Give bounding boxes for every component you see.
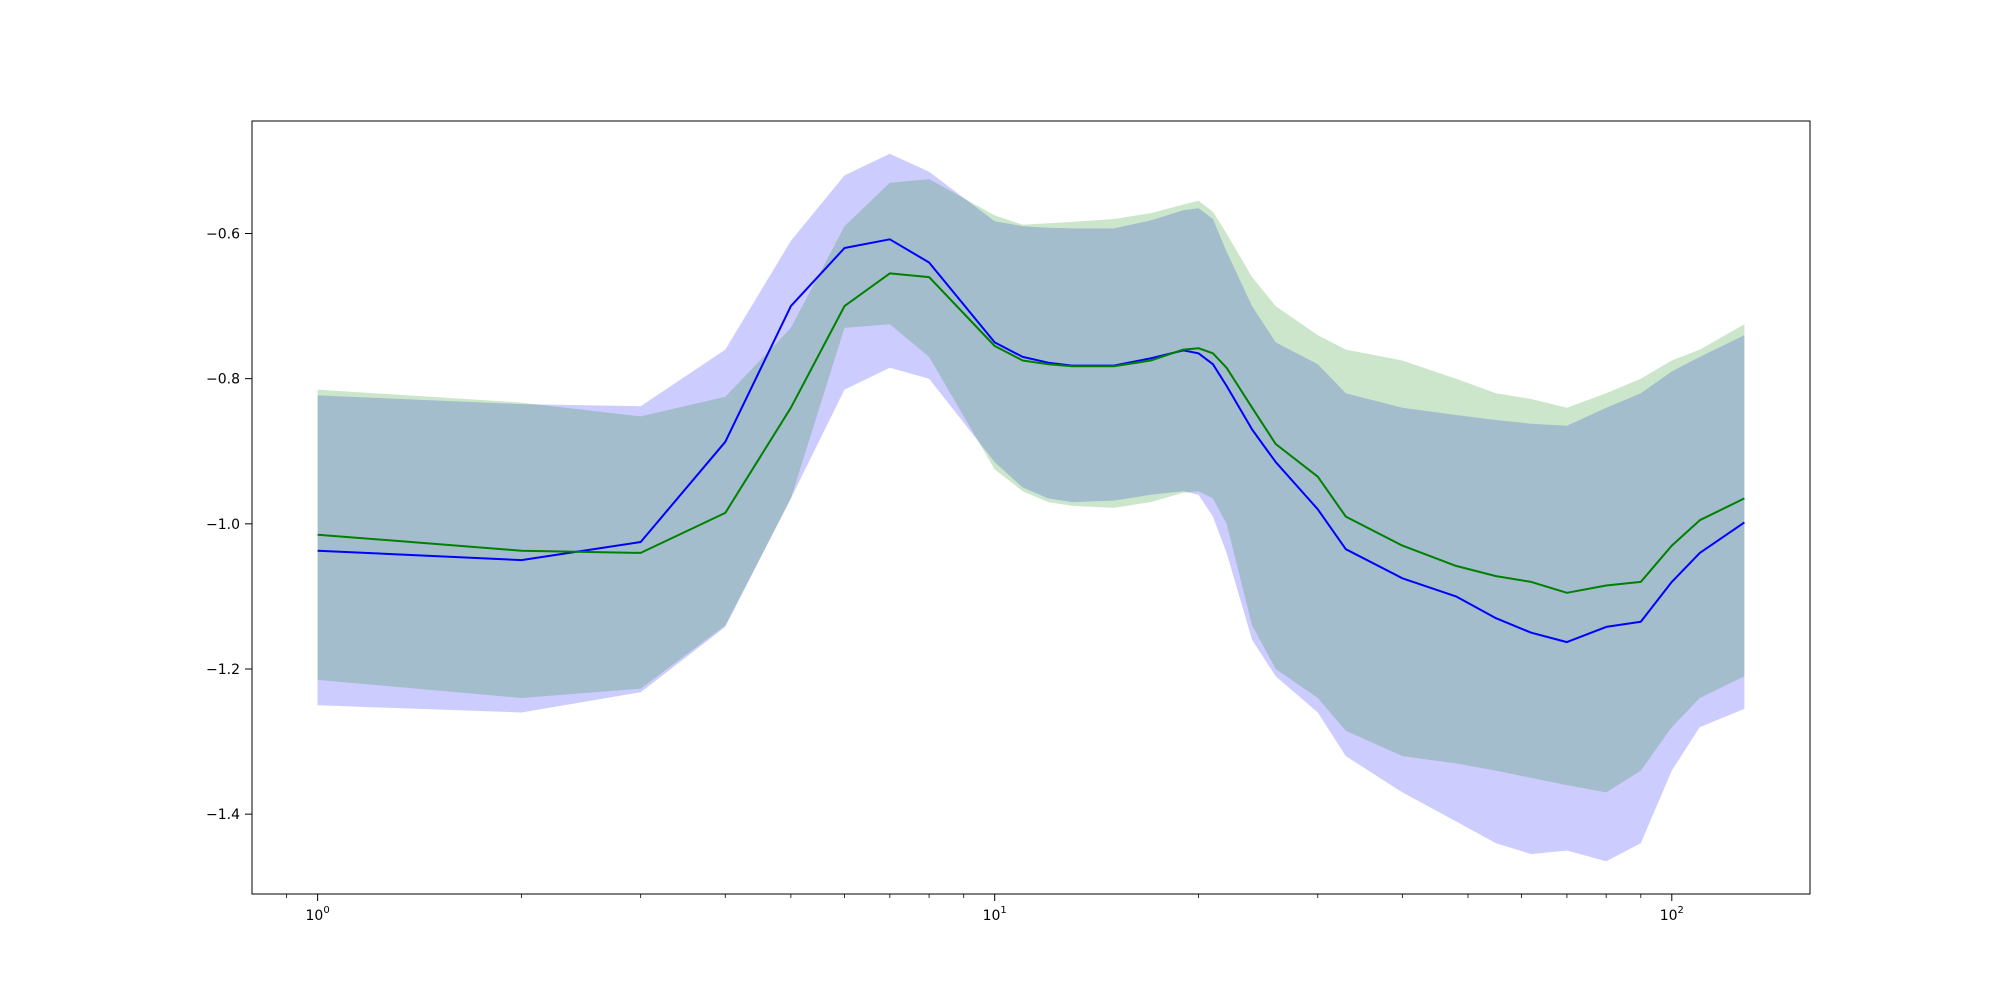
x-axis: 100 101 102 <box>286 894 1684 924</box>
y-axis: −0.6 −0.8 −1.0 −1.2 −1.4 <box>206 227 252 823</box>
x-tick-label: 100 <box>306 905 330 924</box>
series-lines <box>317 238 1745 644</box>
confidence-bands <box>317 153 1745 862</box>
y-tick-label: −0.8 <box>206 372 240 388</box>
y-tick-label: −1.0 <box>206 517 240 533</box>
series-2-band <box>317 179 1745 793</box>
x-tick-label-base: 10 <box>983 908 1001 924</box>
x-tick-label-exponent: 0 <box>323 905 329 916</box>
y-tick-label: −0.6 <box>206 227 240 243</box>
x-tick-label-base: 10 <box>1660 908 1678 924</box>
y-tick-label: −1.2 <box>206 662 240 678</box>
series-2-line <box>317 272 1745 594</box>
series-1-band <box>317 153 1745 862</box>
plot-frame <box>251 120 1811 895</box>
x-tick-label: 101 <box>983 905 1007 924</box>
y-tick-label: −1.4 <box>206 807 240 823</box>
x-tick-label-base: 10 <box>306 908 324 924</box>
series-1-line <box>317 238 1745 644</box>
x-tick-label-exponent: 1 <box>1000 905 1006 916</box>
x-tick-label: 102 <box>1660 905 1684 924</box>
x-tick-label-exponent: 2 <box>1678 905 1684 916</box>
